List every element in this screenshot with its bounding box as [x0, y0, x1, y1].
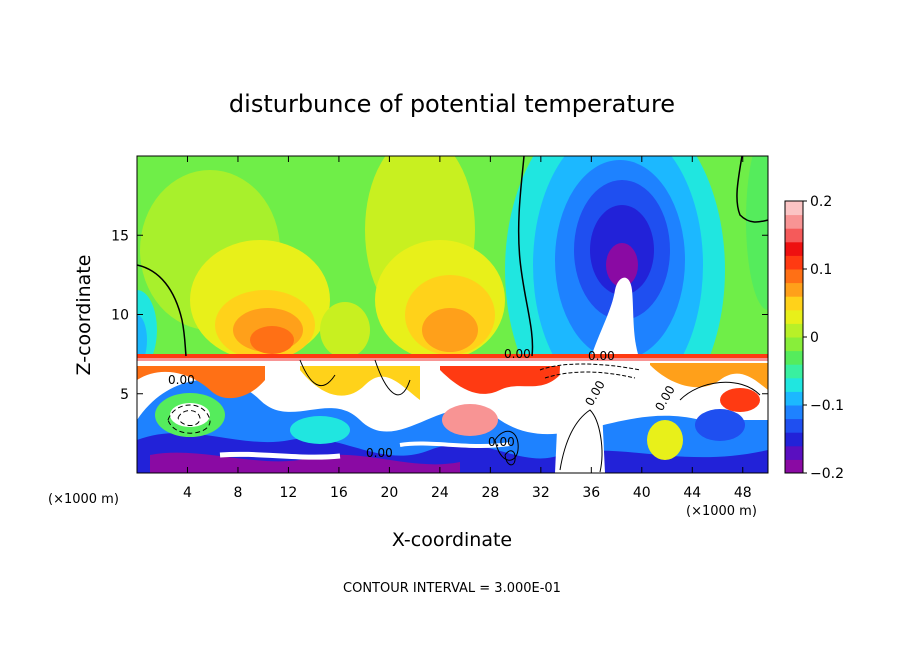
- colorbar-swatch: [785, 282, 803, 297]
- turbulent-band: [440, 366, 560, 394]
- colorbar-swatch: [785, 445, 803, 460]
- colorbar-swatch: [785, 405, 803, 420]
- eddy: [442, 404, 498, 436]
- y-tick-label: 10: [111, 308, 129, 324]
- contour-label: 0.00: [168, 373, 195, 387]
- contour: [504, 450, 516, 466]
- x-tick-label: 24: [431, 485, 449, 501]
- colorbar-swatch: [785, 309, 803, 324]
- colorbar-swatch: [785, 201, 803, 216]
- dashed-contour: [167, 404, 211, 434]
- x-tick-label: 16: [330, 485, 348, 501]
- colorbar-swatch: [785, 337, 803, 352]
- colorbar-swatch: [785, 377, 803, 392]
- x-tick-label: 20: [380, 485, 398, 501]
- cold-edge: [746, 156, 768, 310]
- white-streak: [399, 441, 511, 448]
- x-tick-label: 12: [280, 485, 298, 501]
- dashed-contour: [177, 410, 201, 426]
- turbulent-band: [137, 366, 265, 399]
- y-axis-label: Z-coordinate: [73, 255, 95, 376]
- white-plume: [590, 277, 640, 360]
- contour: [539, 363, 641, 371]
- eddy: [290, 416, 350, 444]
- colorbar: 0.2 0.1 0 −0.1 −0.2: [784, 194, 844, 482]
- contour-label: 0.00: [588, 349, 615, 363]
- eddy: [720, 388, 760, 412]
- x-tick-label: 36: [582, 485, 600, 501]
- x-unit-right: (×1000 m): [686, 504, 757, 519]
- x-tick-label: 40: [633, 485, 651, 501]
- chart-title: disturbunce of potential temperature: [229, 90, 675, 118]
- plot-area: 0.00 0.00 0.00 0.00 0.00 0.00 0.00 4 8 12 1…: [111, 155, 769, 501]
- x-tick-label: 44: [683, 485, 701, 501]
- cold-blob: [606, 243, 638, 287]
- y-axis: 5 10 15: [111, 228, 768, 403]
- colorbar-swatch: [785, 241, 803, 256]
- colorbar-swatch: [785, 364, 803, 379]
- zero-contour: [137, 264, 187, 357]
- white-streak: [219, 451, 341, 460]
- zero-contour: [517, 156, 534, 357]
- x-axis: 4 8 12 16 20 24 28 32 36 40 44 48: [183, 156, 752, 501]
- colorbar-swatch: [785, 323, 803, 338]
- colorbar-tick-label: 0.1: [810, 262, 832, 278]
- colorbar-swatch: [785, 228, 803, 243]
- interface-band: [137, 358, 768, 361]
- colorbar-swatch: [785, 459, 803, 474]
- x-tick-label: 48: [734, 485, 752, 501]
- contour-lines: [137, 156, 768, 473]
- contour-label: 0.00: [366, 446, 393, 460]
- x-tick-label: 32: [532, 485, 550, 501]
- colorbar-swatch: [785, 432, 803, 447]
- x-tick-label: 4: [183, 485, 192, 501]
- contour: [494, 430, 519, 461]
- colorbar-tick-label: −0.1: [810, 398, 844, 414]
- turbulent-band: [150, 452, 460, 473]
- contour: [544, 371, 636, 379]
- colorbar-tick-label: −0.2: [810, 466, 844, 482]
- x-unit-left: (×1000 m): [48, 492, 119, 507]
- colorbar-tick-label: 0: [810, 330, 819, 346]
- warm-blob: [320, 302, 370, 358]
- warm-blob: [250, 326, 294, 354]
- eddy: [170, 403, 210, 427]
- colorbar-swatch: [785, 391, 803, 406]
- colorbar-swatch: [785, 214, 803, 229]
- colorbar-tick-label: 0.2: [810, 194, 832, 210]
- colorbar-swatch: [785, 255, 803, 270]
- x-axis-label: X-coordinate: [392, 529, 512, 551]
- colorbar-swatch: [785, 269, 803, 284]
- contour-label: 0.00: [488, 435, 515, 449]
- colorbar-swatch: [785, 296, 803, 311]
- x-tick-label: 28: [481, 485, 499, 501]
- zero-contour: [736, 156, 768, 223]
- cold-edge: [137, 315, 147, 365]
- interface-band: [137, 361, 768, 363]
- turbulent-band: [650, 360, 768, 390]
- contour: [559, 409, 603, 473]
- contour: [374, 359, 411, 396]
- field-layer: 0.00 0.00 0.00 0.00 0.00 0.00 0.00: [137, 156, 768, 473]
- contour: [299, 359, 336, 387]
- eddy: [647, 420, 683, 460]
- turbulent-band: [300, 366, 420, 400]
- interface-band: [137, 354, 768, 358]
- colorbar-swatch: [785, 418, 803, 433]
- x-tick-label: 8: [233, 485, 242, 501]
- contour: [679, 381, 761, 401]
- contour-interval-note: CONTOUR INTERVAL = 3.000E-01: [343, 581, 561, 596]
- colorbar-swatch: [785, 350, 803, 365]
- eddy: [695, 409, 745, 441]
- warm-blob: [422, 308, 478, 352]
- y-tick-label: 15: [111, 228, 129, 244]
- contour-label: 0.00: [504, 347, 531, 361]
- y-tick-label: 5: [120, 387, 129, 403]
